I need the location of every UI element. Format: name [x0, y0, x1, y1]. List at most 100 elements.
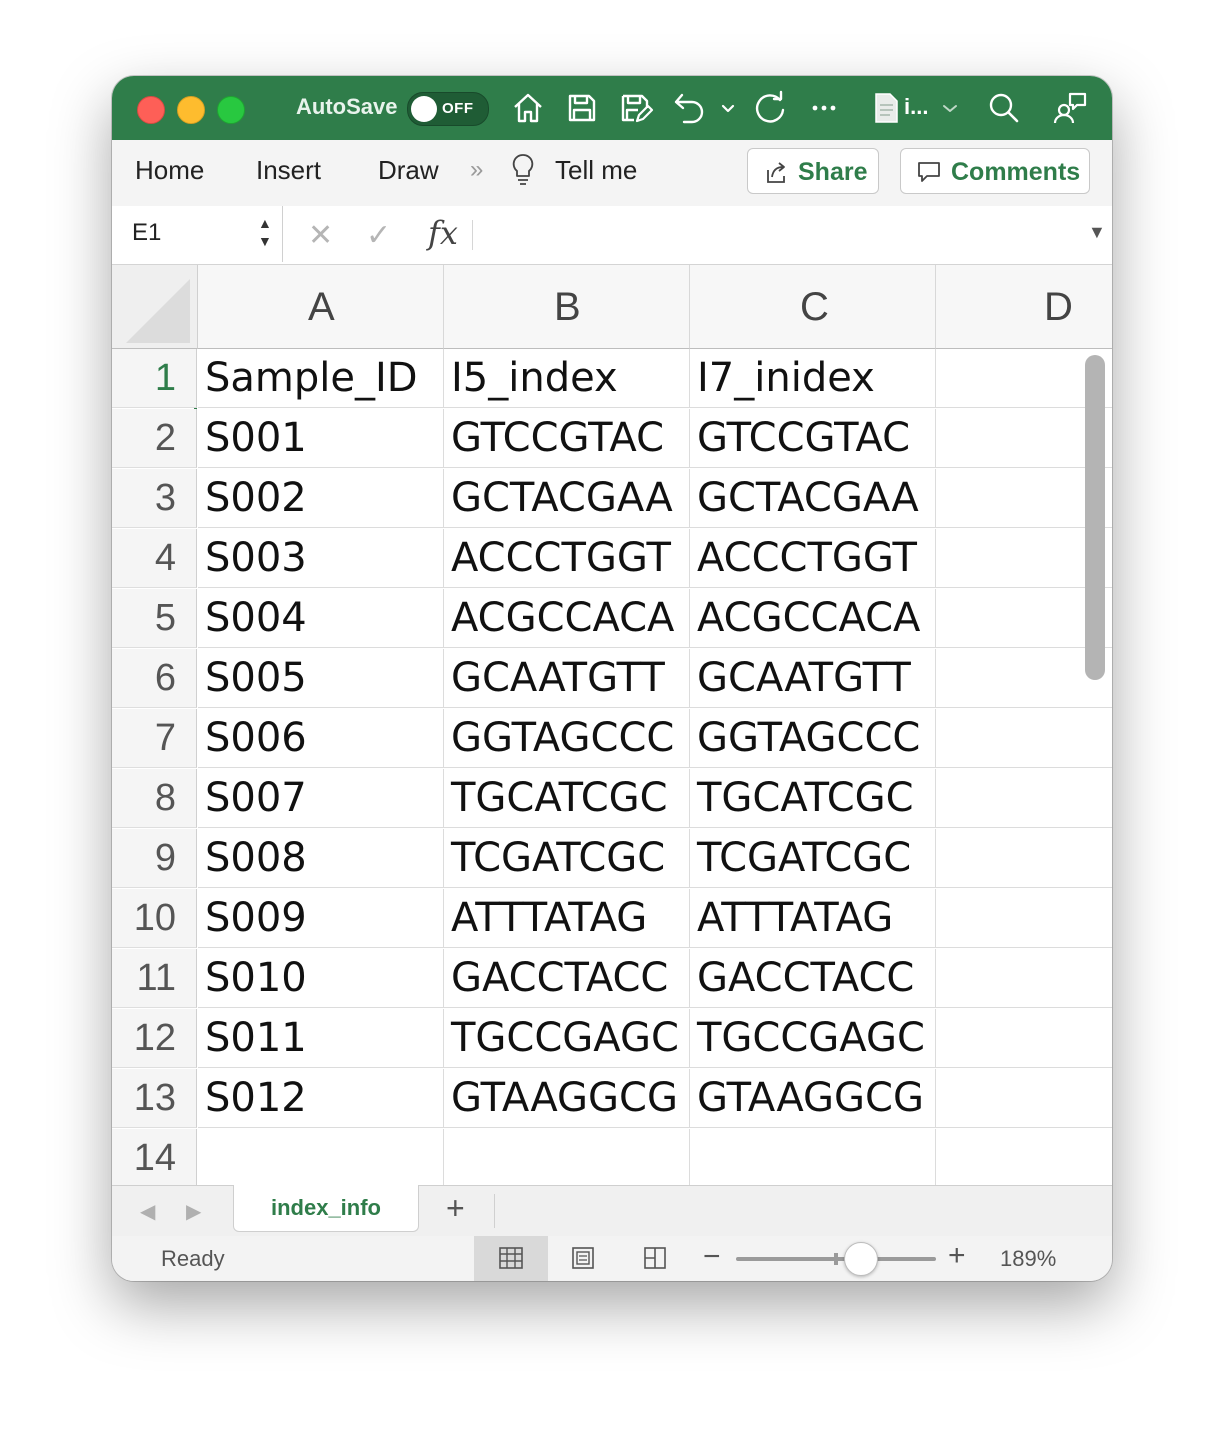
undo-dropdown-icon[interactable] [716, 90, 740, 126]
column-header-a[interactable]: A [198, 265, 444, 349]
search-icon[interactable] [986, 90, 1022, 126]
cell-c14[interactable] [690, 1129, 936, 1188]
next-sheet-icon[interactable]: ▶ [186, 1201, 202, 1223]
cell-c8[interactable]: TGCATCGC [690, 769, 936, 828]
cell-a4[interactable]: S003 [198, 529, 444, 588]
cell-a13[interactable]: S012 [198, 1069, 444, 1128]
row-header[interactable]: 7 [112, 709, 197, 768]
cell-a11[interactable]: S010 [198, 949, 444, 1008]
cell-c7[interactable]: GGTAGCCC [690, 709, 936, 768]
zoom-level[interactable]: 189% [1000, 1246, 1057, 1271]
file-icon[interactable] [868, 90, 904, 126]
page-break-view-button[interactable] [618, 1236, 692, 1281]
cell-c5[interactable]: ACGCCACA [690, 589, 936, 648]
tab-draw[interactable]: Draw [378, 155, 439, 185]
column-header-b[interactable]: B [444, 265, 690, 349]
page-layout-view-button[interactable] [546, 1236, 620, 1281]
sheet-tab-index-info[interactable]: index_info [233, 1185, 419, 1232]
more-icon[interactable] [806, 90, 842, 126]
name-box-stepper-icon[interactable]: ▲ ▼ [258, 215, 272, 249]
cell-c10[interactable]: ATTTATAG [690, 889, 936, 948]
cell-b13[interactable]: GTAAGGCG [444, 1069, 690, 1128]
cell-b11[interactable]: GACCTACC [444, 949, 690, 1008]
cell-b2[interactable]: GTCCGTAC [444, 409, 690, 468]
cell-d8[interactable] [936, 769, 1112, 828]
cell-c6[interactable]: GCAATGTT [690, 649, 936, 708]
cell-b14[interactable] [444, 1129, 690, 1188]
row-header[interactable]: 12 [112, 1009, 197, 1068]
cell-a12[interactable]: S011 [198, 1009, 444, 1068]
cell-c11[interactable]: GACCTACC [690, 949, 936, 1008]
zoom-in-button[interactable]: + [948, 1239, 966, 1272]
cell-b6[interactable]: GCAATGTT [444, 649, 690, 708]
row-header[interactable]: 14 [112, 1129, 197, 1188]
cell-c1[interactable]: I7_inidex [690, 349, 936, 408]
vertical-scrollbar[interactable] [1085, 355, 1105, 680]
autosave-toggle[interactable]: OFF [407, 92, 489, 126]
cell-a3[interactable]: S002 [198, 469, 444, 528]
cell-c3[interactable]: GCTACGAA [690, 469, 936, 528]
row-header[interactable]: 5 [112, 589, 197, 648]
tab-insert[interactable]: Insert [256, 155, 322, 185]
cancel-formula-icon[interactable]: ✕ [308, 219, 334, 252]
cell-d9[interactable] [936, 829, 1112, 888]
cell-d12[interactable] [936, 1009, 1112, 1068]
row-header[interactable]: 2 [112, 409, 197, 468]
comments-button[interactable]: Comments [900, 148, 1090, 194]
save-as-icon[interactable] [618, 90, 654, 126]
cell-c4[interactable]: ACCCTGGT [690, 529, 936, 588]
cell-b7[interactable]: GGTAGCCC [444, 709, 690, 768]
undo-icon[interactable] [672, 90, 708, 126]
cell-c2[interactable]: GTCCGTAC [690, 409, 936, 468]
cell-d7[interactable] [936, 709, 1112, 768]
cell-a6[interactable]: S005 [198, 649, 444, 708]
cell-a2[interactable]: S001 [198, 409, 444, 468]
cell-d13[interactable] [936, 1069, 1112, 1128]
row-header[interactable]: 10 [112, 889, 197, 948]
cell-b3[interactable]: GCTACGAA [444, 469, 690, 528]
cell-d6[interactable] [936, 649, 1112, 708]
select-all-corner[interactable] [112, 265, 198, 349]
zoom-slider-knob[interactable] [844, 1242, 878, 1276]
cell-a10[interactable]: S009 [198, 889, 444, 948]
row-header[interactable]: 4 [112, 529, 197, 588]
cell-d1[interactable] [936, 349, 1112, 408]
cell-a14[interactable] [198, 1129, 444, 1188]
more-tabs-chevron-icon[interactable]: » [470, 156, 484, 183]
row-header[interactable]: 11 [112, 949, 197, 1008]
formula-input[interactable] [484, 212, 1078, 258]
share-people-icon[interactable] [1052, 90, 1088, 126]
cell-b12[interactable]: TGCCGAGC [444, 1009, 690, 1068]
cell-a5[interactable]: S004 [198, 589, 444, 648]
cell-d2[interactable] [936, 409, 1112, 468]
tab-home[interactable]: Home [135, 155, 205, 185]
formula-expand-icon[interactable]: ▼ [1088, 222, 1106, 242]
tell-me-search[interactable]: Tell me [555, 155, 638, 185]
cell-d14[interactable] [936, 1129, 1112, 1188]
prev-sheet-icon[interactable]: ◀ [140, 1201, 156, 1223]
cell-b1[interactable]: I5_index [444, 349, 690, 408]
cell-d10[interactable] [936, 889, 1112, 948]
share-button[interactable]: Share [747, 148, 879, 194]
home-icon[interactable] [510, 90, 546, 126]
redo-icon[interactable] [752, 90, 788, 126]
cell-a7[interactable]: S006 [198, 709, 444, 768]
cell-c9[interactable]: TCGATCGC [690, 829, 936, 888]
save-icon[interactable] [564, 90, 600, 126]
cell-d4[interactable] [936, 529, 1112, 588]
cell-b4[interactable]: ACCCTGGT [444, 529, 690, 588]
row-header[interactable]: 9 [112, 829, 197, 888]
cell-a8[interactable]: S007 [198, 769, 444, 828]
name-box[interactable]: E1 ▲ ▼ [114, 206, 283, 262]
row-header[interactable]: 13 [112, 1069, 197, 1128]
normal-view-button[interactable] [474, 1236, 548, 1281]
cell-b10[interactable]: ATTTATAG [444, 889, 690, 948]
zoom-out-button[interactable]: − [703, 1240, 721, 1273]
row-header[interactable]: 3 [112, 469, 197, 528]
zoom-window-button[interactable] [217, 96, 245, 124]
file-name[interactable]: i... [904, 94, 929, 119]
add-sheet-button[interactable]: + [446, 1190, 465, 1226]
file-name-dropdown-icon[interactable] [938, 90, 962, 126]
cell-b8[interactable]: TGCATCGC [444, 769, 690, 828]
cell-d3[interactable] [936, 469, 1112, 528]
